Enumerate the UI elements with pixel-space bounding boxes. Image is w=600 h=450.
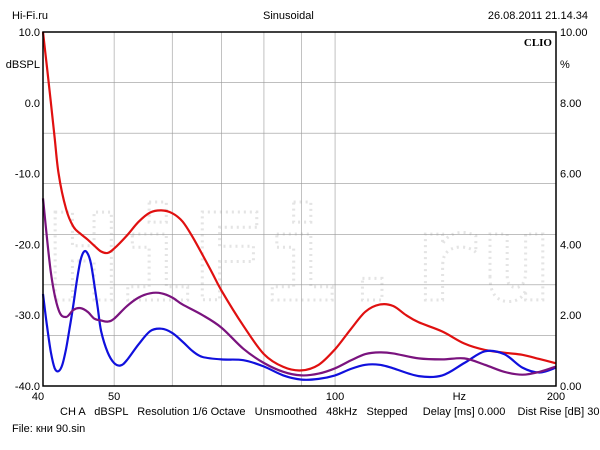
y-tick-label-left: 0.0	[25, 98, 40, 110]
y-tick-label-right: 2.00	[560, 310, 581, 322]
y-tick-label-right: 6.00	[560, 169, 581, 181]
y-tick-label-right: 8.00	[560, 98, 581, 110]
y-tick-label-left: -40.0	[15, 381, 40, 393]
measurement-settings: CH A dBSPL Resolution 1/6 Octave Unsmoot…	[60, 406, 600, 418]
header-title: Sinusoidal	[263, 10, 314, 22]
x-axis-unit: Hz	[453, 391, 466, 403]
y-tick-label-left: 10.0	[19, 27, 40, 39]
series-line-1	[41, 31, 557, 372]
watermark: HiFi.ru	[47, 190, 553, 329]
plot-frame	[42, 31, 557, 387]
x-tick-label: 40	[32, 391, 44, 403]
y-tick-label-right: 0.00	[560, 381, 581, 393]
y-axis-label-right: %	[560, 59, 570, 71]
y-tick-label-left: -20.0	[15, 239, 40, 251]
y-tick-label-right: 4.00	[560, 239, 581, 251]
y-tick-label-right: 10.00	[560, 27, 588, 39]
x-tick-label: 200	[547, 391, 565, 403]
y-tick-label-left: -30.0	[15, 310, 40, 322]
series-line-3	[41, 198, 557, 377]
clio-logo: CLIO	[524, 37, 553, 49]
header-left: Hi-Fi.ru	[12, 10, 49, 22]
y-tick-label-left: -10.0	[15, 169, 40, 181]
y-axis-label-left: dBSPL	[6, 59, 40, 71]
x-tick-label: 50	[108, 391, 120, 403]
file-name: File: кни 90.sin	[12, 423, 86, 435]
x-tick-label: 100	[326, 391, 344, 403]
header-timestamp: 26.08.2011 21.14.34	[487, 10, 588, 22]
